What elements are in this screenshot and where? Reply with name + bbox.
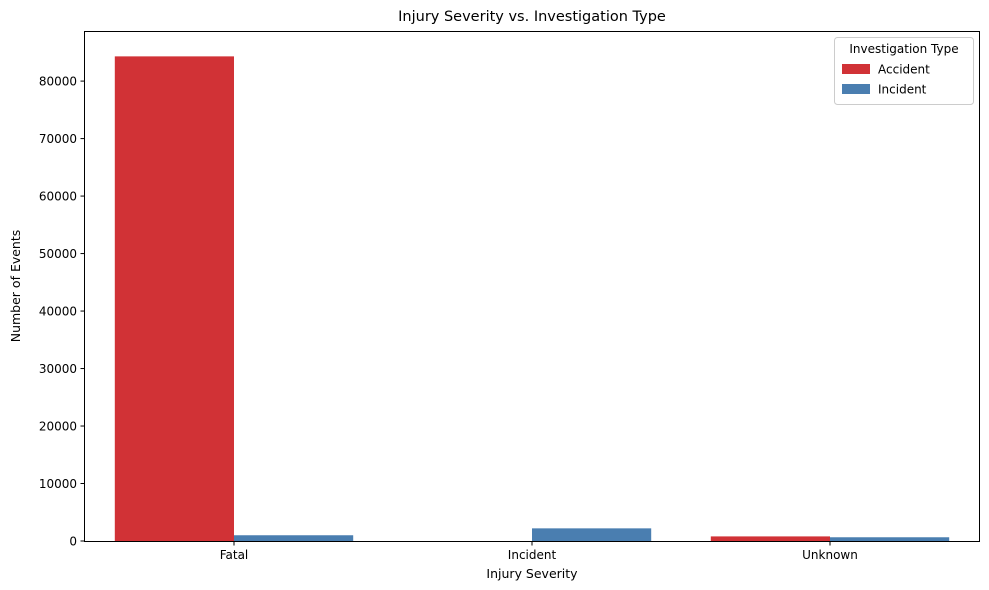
legend-label-accident: Accident bbox=[878, 63, 930, 77]
legend: Investigation Type Accident Incident bbox=[834, 37, 974, 105]
legend-title: Investigation Type bbox=[849, 42, 958, 56]
legend-swatch-accident bbox=[842, 64, 870, 74]
x-tick-label: Incident bbox=[508, 548, 557, 562]
y-axis-label: Number of Events bbox=[8, 230, 23, 343]
y-tick-label: 10000 bbox=[39, 477, 77, 491]
bars-group bbox=[114, 56, 950, 542]
y-axis: 0 10000 20000 30000 40000 50000 60000 70000 8000… bbox=[39, 75, 85, 549]
y-tick-label: 50000 bbox=[39, 247, 77, 261]
y-tick-label: 80000 bbox=[39, 75, 77, 89]
bar-incident-incident bbox=[532, 528, 652, 541]
x-tick-label: Unknown bbox=[802, 548, 858, 562]
y-tick-label: 0 bbox=[69, 535, 77, 549]
y-tick-label: 20000 bbox=[39, 420, 77, 434]
y-tick-label: 60000 bbox=[39, 190, 77, 204]
y-tick-label: 40000 bbox=[39, 305, 77, 319]
bar-incident-fatal bbox=[234, 535, 354, 541]
legend-swatch-incident bbox=[842, 84, 870, 94]
x-tick-label: Fatal bbox=[220, 548, 249, 562]
y-tick-label: 70000 bbox=[39, 132, 77, 146]
x-axis: Fatal Incident Unknown bbox=[220, 541, 858, 562]
bar-incident-unknown bbox=[830, 537, 950, 541]
bar-accident-unknown bbox=[710, 536, 830, 541]
bar-accident-fatal bbox=[114, 56, 234, 542]
legend-label-incident: Incident bbox=[878, 83, 927, 97]
chart-title: Injury Severity vs. Investigation Type bbox=[398, 9, 666, 25]
y-tick-label: 30000 bbox=[39, 362, 77, 376]
x-axis-label: Injury Severity bbox=[486, 566, 578, 581]
